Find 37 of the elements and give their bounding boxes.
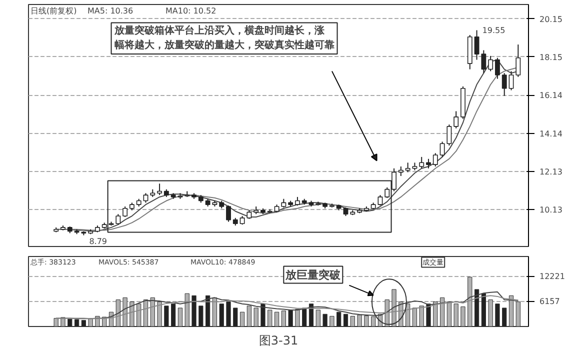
candlestick bbox=[454, 110, 459, 129]
y-tick-label: 10.13 bbox=[540, 206, 562, 215]
annotation: 放巨量突破 bbox=[284, 268, 342, 282]
y-tick-label: 6157 bbox=[540, 297, 560, 306]
annotation: 8.79 bbox=[89, 237, 107, 246]
annotation: 19.55 bbox=[482, 26, 506, 36]
candlestick bbox=[419, 156, 424, 169]
candlestick bbox=[440, 141, 445, 158]
y-tick-label: 12221 bbox=[540, 272, 565, 282]
candlestick bbox=[446, 124, 452, 146]
candlestick bbox=[488, 55, 494, 72]
candlestick bbox=[405, 162, 410, 173]
candlestick bbox=[378, 194, 383, 206]
y-tick-label: 12.13 bbox=[540, 168, 562, 177]
candlestick bbox=[426, 158, 431, 169]
caption: 图3-31 bbox=[258, 334, 298, 348]
annotation: MA5: 10.36 bbox=[88, 6, 134, 16]
annotation: 日线(前复权) bbox=[30, 6, 77, 16]
y-tick-label: 20.15 bbox=[540, 14, 562, 24]
candlestick bbox=[481, 50, 486, 74]
candlestick bbox=[494, 57, 500, 80]
candlestick bbox=[502, 72, 507, 96]
candlestick bbox=[122, 206, 128, 218]
y-tick-label: 16.14 bbox=[540, 91, 562, 100]
candlestick bbox=[474, 30, 480, 60]
candlestick bbox=[398, 166, 404, 176]
candlestick bbox=[226, 205, 231, 222]
candlestick bbox=[157, 183, 162, 196]
candlestick bbox=[432, 152, 438, 167]
annotation: 放量突破箱体平台上沿买入，横盘时间越长，涨幅将越大，放量突破的量越大，突破真实性越可靠 bbox=[113, 24, 334, 52]
annotation: MA10: 10.52 bbox=[166, 6, 216, 16]
candlestick bbox=[116, 214, 121, 226]
y-tick-label: 18.15 bbox=[540, 52, 562, 62]
candlestick bbox=[516, 44, 521, 78]
y-tick-label: 14.14 bbox=[540, 129, 562, 138]
candlestick bbox=[143, 192, 148, 204]
candlestick bbox=[508, 70, 514, 91]
